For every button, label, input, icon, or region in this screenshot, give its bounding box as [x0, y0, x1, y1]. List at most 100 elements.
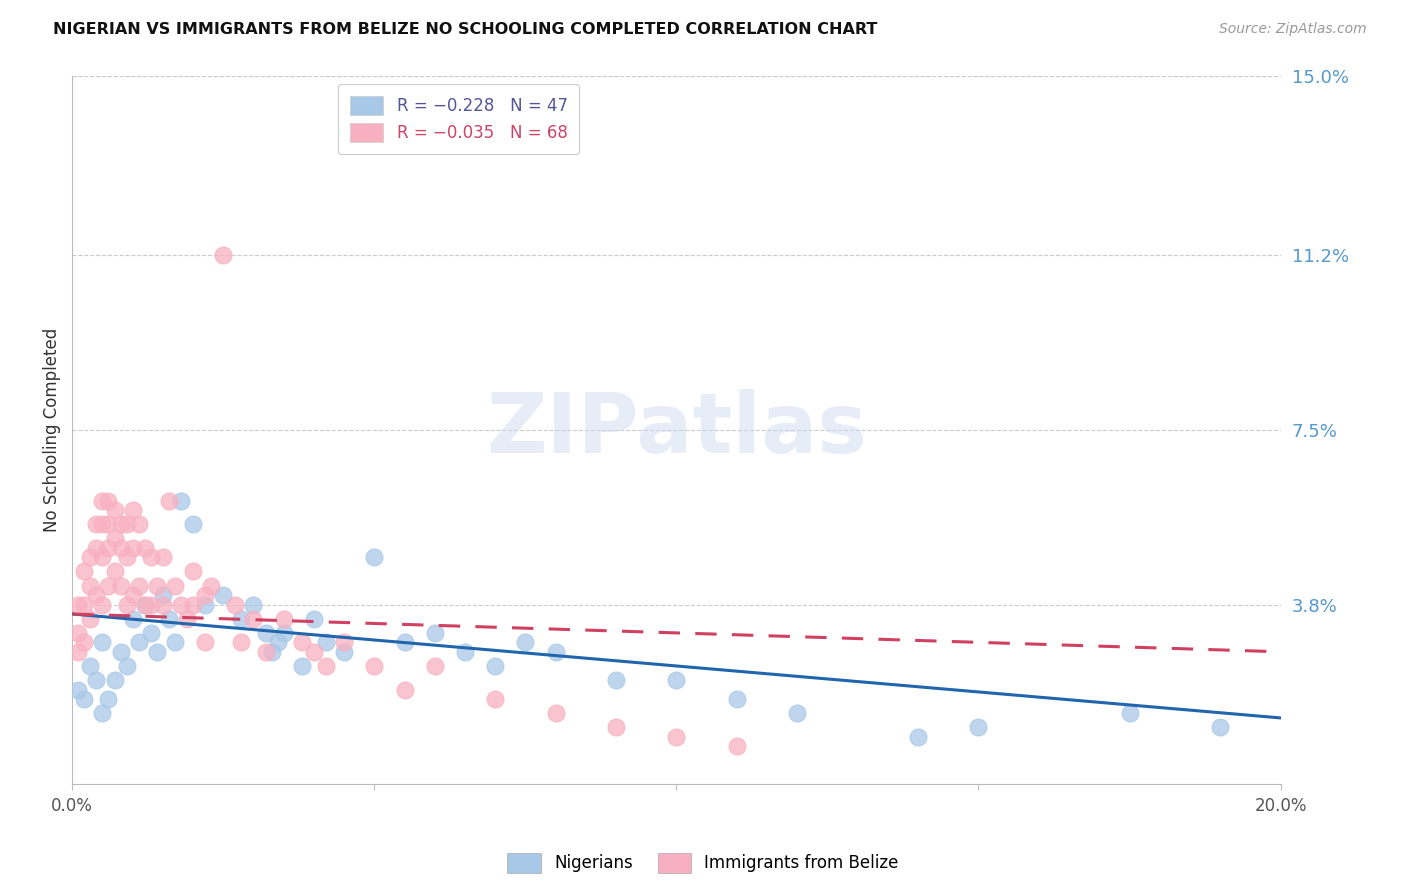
- Point: [115, 550, 138, 565]
- Point: [128, 517, 150, 532]
- Point: [139, 626, 162, 640]
- Point: [484, 659, 506, 673]
- Point: [212, 248, 235, 262]
- Point: [260, 645, 283, 659]
- Point: [134, 598, 156, 612]
- Point: [86, 588, 108, 602]
- Point: [73, 598, 96, 612]
- Point: [157, 493, 180, 508]
- Point: [254, 645, 277, 659]
- Point: [79, 659, 101, 673]
- Point: [91, 635, 114, 649]
- Point: [333, 635, 356, 649]
- Point: [97, 541, 120, 555]
- Point: [181, 565, 204, 579]
- Point: [302, 612, 325, 626]
- Point: [67, 682, 90, 697]
- Point: [103, 673, 125, 687]
- Point: [163, 635, 186, 649]
- Text: NIGERIAN VS IMMIGRANTS FROM BELIZE NO SCHOOLING COMPLETED CORRELATION CHART: NIGERIAN VS IMMIGRANTS FROM BELIZE NO SC…: [53, 22, 877, 37]
- Point: [86, 517, 108, 532]
- Point: [242, 612, 264, 626]
- Point: [544, 706, 567, 721]
- Point: [394, 635, 416, 649]
- Point: [484, 692, 506, 706]
- Point: [170, 493, 193, 508]
- Point: [907, 730, 929, 744]
- Point: [665, 673, 688, 687]
- Point: [97, 692, 120, 706]
- Text: ZIPatlas: ZIPatlas: [486, 389, 868, 470]
- Point: [121, 588, 143, 602]
- Point: [315, 659, 337, 673]
- Point: [103, 503, 125, 517]
- Point: [139, 550, 162, 565]
- Point: [224, 598, 246, 612]
- Point: [194, 588, 217, 602]
- Point: [79, 612, 101, 626]
- Point: [544, 645, 567, 659]
- Point: [200, 579, 222, 593]
- Point: [128, 635, 150, 649]
- Point: [725, 692, 748, 706]
- Point: [110, 579, 132, 593]
- Point: [121, 612, 143, 626]
- Point: [97, 579, 120, 593]
- Point: [394, 682, 416, 697]
- Point: [134, 598, 156, 612]
- Point: [91, 598, 114, 612]
- Point: [157, 612, 180, 626]
- Point: [665, 730, 688, 744]
- Point: [146, 579, 169, 593]
- Point: [79, 550, 101, 565]
- Point: [266, 635, 288, 649]
- Point: [315, 635, 337, 649]
- Point: [110, 645, 132, 659]
- Point: [302, 645, 325, 659]
- Point: [725, 739, 748, 754]
- Point: [67, 598, 90, 612]
- Point: [121, 503, 143, 517]
- Point: [73, 635, 96, 649]
- Point: [423, 659, 446, 673]
- Point: [152, 598, 174, 612]
- Point: [605, 720, 627, 734]
- Point: [291, 635, 314, 649]
- Point: [91, 550, 114, 565]
- Point: [254, 626, 277, 640]
- Point: [605, 673, 627, 687]
- Point: [97, 517, 120, 532]
- Point: [67, 626, 90, 640]
- Point: [967, 720, 990, 734]
- Point: [91, 493, 114, 508]
- Point: [291, 659, 314, 673]
- Point: [231, 612, 253, 626]
- Point: [121, 541, 143, 555]
- Point: [91, 517, 114, 532]
- Point: [86, 673, 108, 687]
- Point: [273, 612, 295, 626]
- Point: [67, 645, 90, 659]
- Point: [194, 598, 217, 612]
- Point: [86, 541, 108, 555]
- Point: [454, 645, 477, 659]
- Point: [139, 598, 162, 612]
- Point: [181, 517, 204, 532]
- Point: [115, 598, 138, 612]
- Point: [212, 588, 235, 602]
- Point: [73, 565, 96, 579]
- Point: [363, 659, 385, 673]
- Point: [1209, 720, 1232, 734]
- Point: [273, 626, 295, 640]
- Point: [97, 493, 120, 508]
- Point: [110, 541, 132, 555]
- Point: [73, 692, 96, 706]
- Point: [110, 517, 132, 532]
- Point: [194, 635, 217, 649]
- Point: [152, 588, 174, 602]
- Point: [103, 565, 125, 579]
- Point: [115, 659, 138, 673]
- Point: [146, 645, 169, 659]
- Point: [242, 598, 264, 612]
- Point: [423, 626, 446, 640]
